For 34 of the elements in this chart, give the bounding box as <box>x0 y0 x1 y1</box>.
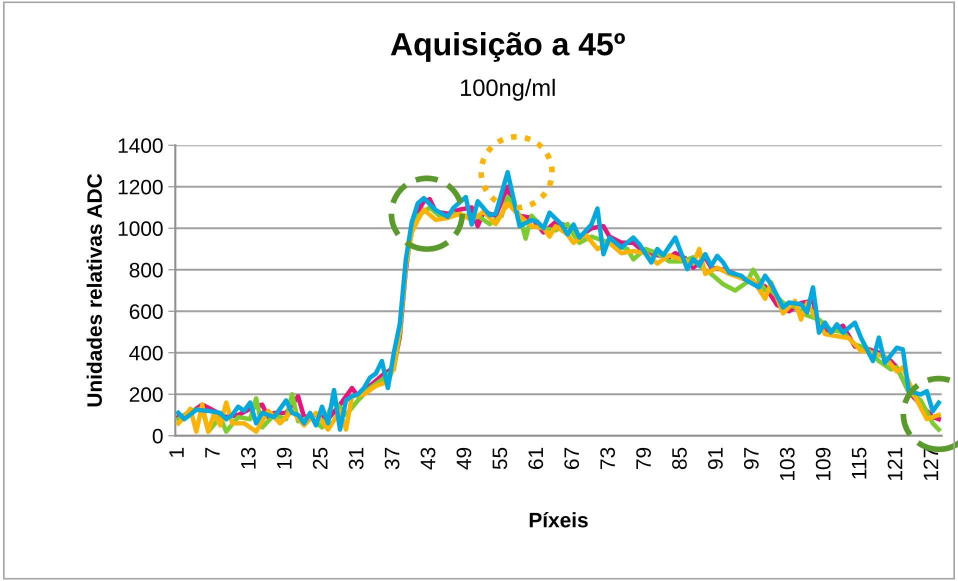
x-tick-label: 97 <box>744 448 759 470</box>
x-tick-label: 61 <box>528 448 544 469</box>
x-tick-label: 43 <box>420 448 436 470</box>
x-tick-label: 103 <box>780 448 795 480</box>
x-tick-label: 121 <box>888 448 902 480</box>
y-tick-label: 800 <box>130 262 163 278</box>
x-tick-label: 67 <box>564 448 580 469</box>
x-tick-label: 31 <box>348 448 364 470</box>
y-tick-label: 600 <box>130 304 163 320</box>
chart-title: Aquisição a 45º <box>390 32 625 62</box>
x-tick-label: 7 <box>205 448 220 458</box>
y-tick-label: 1400 <box>118 138 163 154</box>
y-tick-label: 0 <box>152 428 163 444</box>
x-tick-label: 127 <box>924 448 938 480</box>
y-tick-label: 1200 <box>118 180 163 195</box>
x-tick-label: 79 <box>636 448 651 469</box>
y-tick-label: 400 <box>129 346 163 361</box>
x-tick-label: 85 <box>672 448 687 470</box>
x-tick-label: 25 <box>312 448 328 469</box>
x-tick-label: 91 <box>708 448 723 470</box>
x-tick-label: 55 <box>492 448 508 470</box>
x-tick-label: 73 <box>600 448 615 469</box>
x-tick-label: 37 <box>384 448 400 470</box>
x-tick-label: 49 <box>456 448 472 470</box>
y-tick-label: 1000 <box>118 221 163 236</box>
x-axis-title: Píxeis <box>530 512 588 528</box>
y-axis-title: Unidades relativas ADC <box>86 174 102 406</box>
x-tick-label: 115 <box>852 448 866 478</box>
x-tick-label: 19 <box>276 448 292 468</box>
chart-subtitle: 100ng/ml <box>460 78 555 101</box>
x-tick-label: 13 <box>241 448 256 468</box>
y-tick-label: 200 <box>130 387 163 402</box>
x-tick-label: 1 <box>169 448 184 457</box>
x-tick-label: 109 <box>816 448 831 480</box>
